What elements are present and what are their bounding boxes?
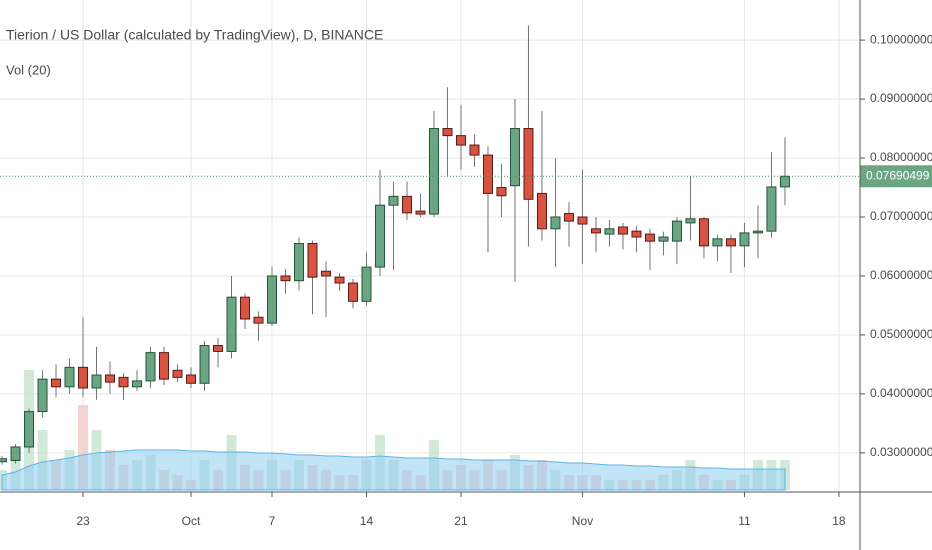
candle-body <box>658 236 669 242</box>
last-price-box <box>860 165 932 188</box>
candle-body <box>739 232 750 247</box>
y-tick-label: 0.09000000 <box>870 91 932 105</box>
candle-body <box>469 144 480 156</box>
y-tick-label: 0.04000000 <box>870 386 932 400</box>
candle-body <box>779 175 790 188</box>
candle-body <box>766 186 777 232</box>
candle-body <box>91 374 102 389</box>
candle-body <box>482 154 493 194</box>
candle-body <box>361 266 372 302</box>
candle-body <box>455 135 466 146</box>
candle-body <box>563 212 574 222</box>
candle-body <box>334 276 345 284</box>
candle-body <box>523 128 534 200</box>
chart-title: Tierion / US Dollar (calculated by Tradi… <box>6 27 383 43</box>
x-tick-label: 11 <box>738 514 751 528</box>
candle-body <box>145 352 156 382</box>
volume-pane <box>0 370 790 491</box>
candle-body <box>577 216 588 225</box>
candle-body <box>266 275 277 324</box>
last-price-label: 0.07690499 <box>866 168 930 182</box>
candle-body <box>415 210 426 215</box>
candle-body <box>442 128 453 137</box>
candle-body <box>752 230 763 234</box>
candle-body <box>0 458 8 463</box>
candle-body <box>37 378 48 413</box>
candle-body <box>240 296 251 320</box>
candle-body <box>631 230 642 238</box>
y-tick-label: 0.06000000 <box>870 268 932 282</box>
candle-body <box>374 204 385 268</box>
candle-body <box>64 366 75 388</box>
y-tick-label: 0.03000000 <box>870 445 932 459</box>
candle-body <box>617 226 628 235</box>
x-tick-label: 14 <box>360 514 374 528</box>
candle-body <box>388 195 399 206</box>
x-tick-label: Nov <box>572 514 593 528</box>
candle-body <box>712 238 723 247</box>
volume-ma-area <box>1 449 786 491</box>
candle-body <box>347 282 358 302</box>
candle-body <box>172 369 183 378</box>
candle-body <box>10 446 21 462</box>
candle-body <box>199 345 210 384</box>
x-tick-label: Oct <box>182 514 201 528</box>
candle-body <box>280 275 291 282</box>
candle-body <box>186 374 197 384</box>
candle-body <box>644 233 655 242</box>
x-tick-label: 7 <box>269 514 276 528</box>
candle-body <box>320 270 331 277</box>
candle-body <box>105 374 116 383</box>
candle-body <box>307 243 318 278</box>
candles <box>0 25 790 465</box>
candle-body <box>496 187 507 197</box>
x-tick-label: 23 <box>76 514 90 528</box>
candle-body <box>78 366 89 389</box>
axes: 0.03000000 0.04000000 0.05000000 0.06000000… <box>0 32 932 528</box>
candle-body <box>590 228 601 234</box>
candle-body <box>428 128 439 215</box>
candle-body <box>51 378 62 388</box>
candle-body <box>253 316 264 324</box>
candle-body <box>401 195 412 214</box>
candle-body <box>213 345 224 352</box>
y-tick-label: 0.05000000 <box>870 327 932 341</box>
y-tick-label: 0.07000000 <box>870 209 932 223</box>
candle-body <box>671 220 682 242</box>
candle-body <box>685 218 696 224</box>
candle-body <box>509 128 520 187</box>
candle-body <box>725 238 736 247</box>
candle-body <box>536 192 547 230</box>
candle-body <box>293 243 304 282</box>
y-tick-label: 0.10000000 <box>870 32 932 46</box>
volume-bar <box>10 450 21 490</box>
x-tick-label: 18 <box>832 514 846 528</box>
candle-body <box>226 296 237 352</box>
candle-body <box>550 216 561 230</box>
y-tick-label: 0.08000000 <box>870 150 932 164</box>
candle-body <box>24 411 35 448</box>
volume-bar <box>37 430 48 490</box>
x-tick-label: 21 <box>454 514 468 528</box>
candle-body <box>698 218 709 247</box>
candle-body <box>132 380 143 388</box>
candle-body <box>159 352 170 380</box>
candle-body <box>118 376 129 388</box>
candle-body <box>604 228 615 235</box>
volume-bar <box>78 405 89 490</box>
indicator-label: Vol (20) <box>6 62 51 77</box>
